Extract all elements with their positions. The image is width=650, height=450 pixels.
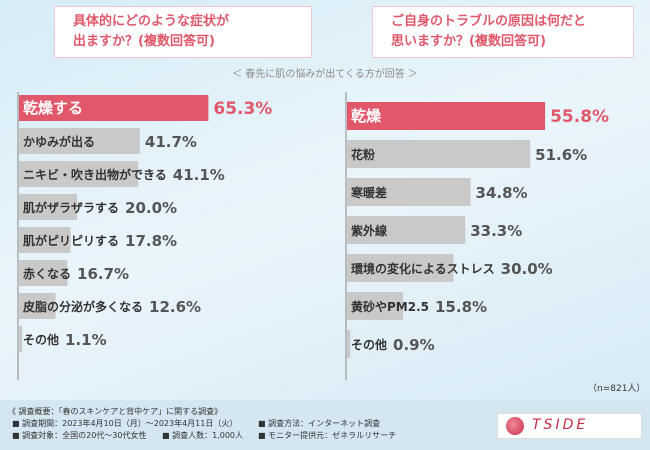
question-right-line2: 思いますか？ <box>391 34 470 49</box>
chart-0-value-label-5: 16.7% <box>77 265 129 283</box>
chart-0-category-label-7: その他 <box>23 332 59 347</box>
bar-charts: 乾燥する 65.3% かゆみが出る 41.7% ニキビ・吹き出物ができる 41.1% 肌がザ… <box>17 92 609 380</box>
sample-size-label: （n=821人） <box>588 384 646 394</box>
chart-1-bar-4 <box>347 254 454 282</box>
chart-0-category-label-2: ニキビ・吹き出物ができる <box>23 167 167 182</box>
chart-1-value-label-1: 51.6% <box>535 146 587 164</box>
footer-people: ■ 調査人数：1,000人 <box>162 431 244 440</box>
footer-target: ■ 調査対象：全国の20代～30代女性 <box>12 431 147 440</box>
chart-0-bar-0 <box>19 95 209 121</box>
logo-circle-icon <box>506 417 524 435</box>
question-left-line1: 具体的にどのような症状が <box>73 14 230 29</box>
chart-1-bar-5 <box>347 292 404 320</box>
question-left-line2: 出ますか？ <box>73 34 139 49</box>
chart-0-value-label-1: 41.7% <box>145 133 197 151</box>
question-right-note: (複数回答可) <box>469 34 546 49</box>
chart-0-bar-4 <box>19 227 71 253</box>
chart-1-category-label-5: 黄砂やPM2.5 <box>351 299 429 314</box>
footer-provider: ■ モニター提供元：ゼネラルリサーチ <box>258 431 397 440</box>
chart-1-category-label-6: その他 <box>351 337 387 352</box>
footer-period: ■ 調査期間：2023年4月10日（月）～2023年4月11日（火） <box>12 419 238 428</box>
chart-1-category-label-4: 環境の変化によるストレス <box>351 261 495 276</box>
chart-1-value-label-6: 0.9% <box>393 336 435 354</box>
chart-1-bar-3 <box>347 216 466 244</box>
chart-1-value-label-0: 55.8% <box>550 107 609 127</box>
logo-text: TSIDE <box>532 417 589 433</box>
footer-method: ■ 調査方法：インターネット調査 <box>258 419 381 428</box>
chart-1-bar-6 <box>347 330 351 358</box>
chart-0-value-label-4: 17.8% <box>125 232 177 250</box>
chart-1-category-label-3: 紫外線 <box>351 223 387 238</box>
subtitle: ＜ 春先に肌の悩みが出てくる方が回答 ＞ <box>232 69 418 80</box>
company-logo: TSIDE <box>497 413 642 439</box>
footer-overview: 《 調査概要：「春のスキンケアと背中ケア」に関する調査》 <box>8 407 223 416</box>
chart-1-value-label-3: 33.3% <box>470 222 522 240</box>
footer: 《 調査概要：「春のスキンケアと背中ケア」に関する調査》 ■ 調査期間：2023… <box>0 400 650 450</box>
chart-0-bar-3 <box>19 194 77 220</box>
chart-0-category-label-3: 肌がザラザラする <box>22 200 119 215</box>
chart-0-category-label-0: 乾燥する <box>23 99 83 117</box>
chart-0-value-label-7: 1.1% <box>65 331 107 349</box>
chart-0-bar-5 <box>19 260 68 286</box>
question-left: 具体的にどのような症状が 出ますか？(複数回答可) <box>54 6 312 58</box>
chart-1-value-label-2: 34.8% <box>476 184 528 202</box>
chart-0-value-label-6: 12.6% <box>149 298 201 316</box>
question-right-line1: ご自身のトラブルの原因は何だと <box>391 14 587 29</box>
question-right: ご自身のトラブルの原因は何だと 思いますか？(複数回答可) <box>372 6 634 58</box>
chart-1-bar-1 <box>347 140 531 168</box>
chart-0-value-label-0: 65.3% <box>213 99 272 119</box>
chart-0-value-label-2: 41.1% <box>173 166 225 184</box>
chart-1-bar-2 <box>347 178 471 206</box>
chart-1-value-label-4: 30.0% <box>501 260 553 278</box>
chart-1-category-label-1: 花粉 <box>351 147 375 162</box>
chart-0-bar-7 <box>19 326 23 352</box>
chart-1-category-label-0: 乾燥 <box>351 107 382 125</box>
chart-1-category-label-2: 寒暖差 <box>350 185 387 200</box>
chart-0-value-label-3: 20.0% <box>125 199 177 217</box>
chart-0-category-label-6: 皮脂の分泌が多くなる <box>22 299 143 314</box>
chart-0-category-label-5: 赤くなる <box>23 266 71 281</box>
chart-0-bar-1 <box>19 128 140 154</box>
chart-0-bar-2 <box>19 161 139 187</box>
question-left-note: (複数回答可) <box>138 34 215 49</box>
chart-0-category-label-1: かゆみが出る <box>23 134 95 149</box>
chart-0-bar-6 <box>19 293 56 319</box>
chart-1-bar-0 <box>347 102 546 130</box>
chart-0-category-label-4: 肌がピリピリする <box>22 233 119 248</box>
chart-1-value-label-5: 15.8% <box>435 298 487 316</box>
